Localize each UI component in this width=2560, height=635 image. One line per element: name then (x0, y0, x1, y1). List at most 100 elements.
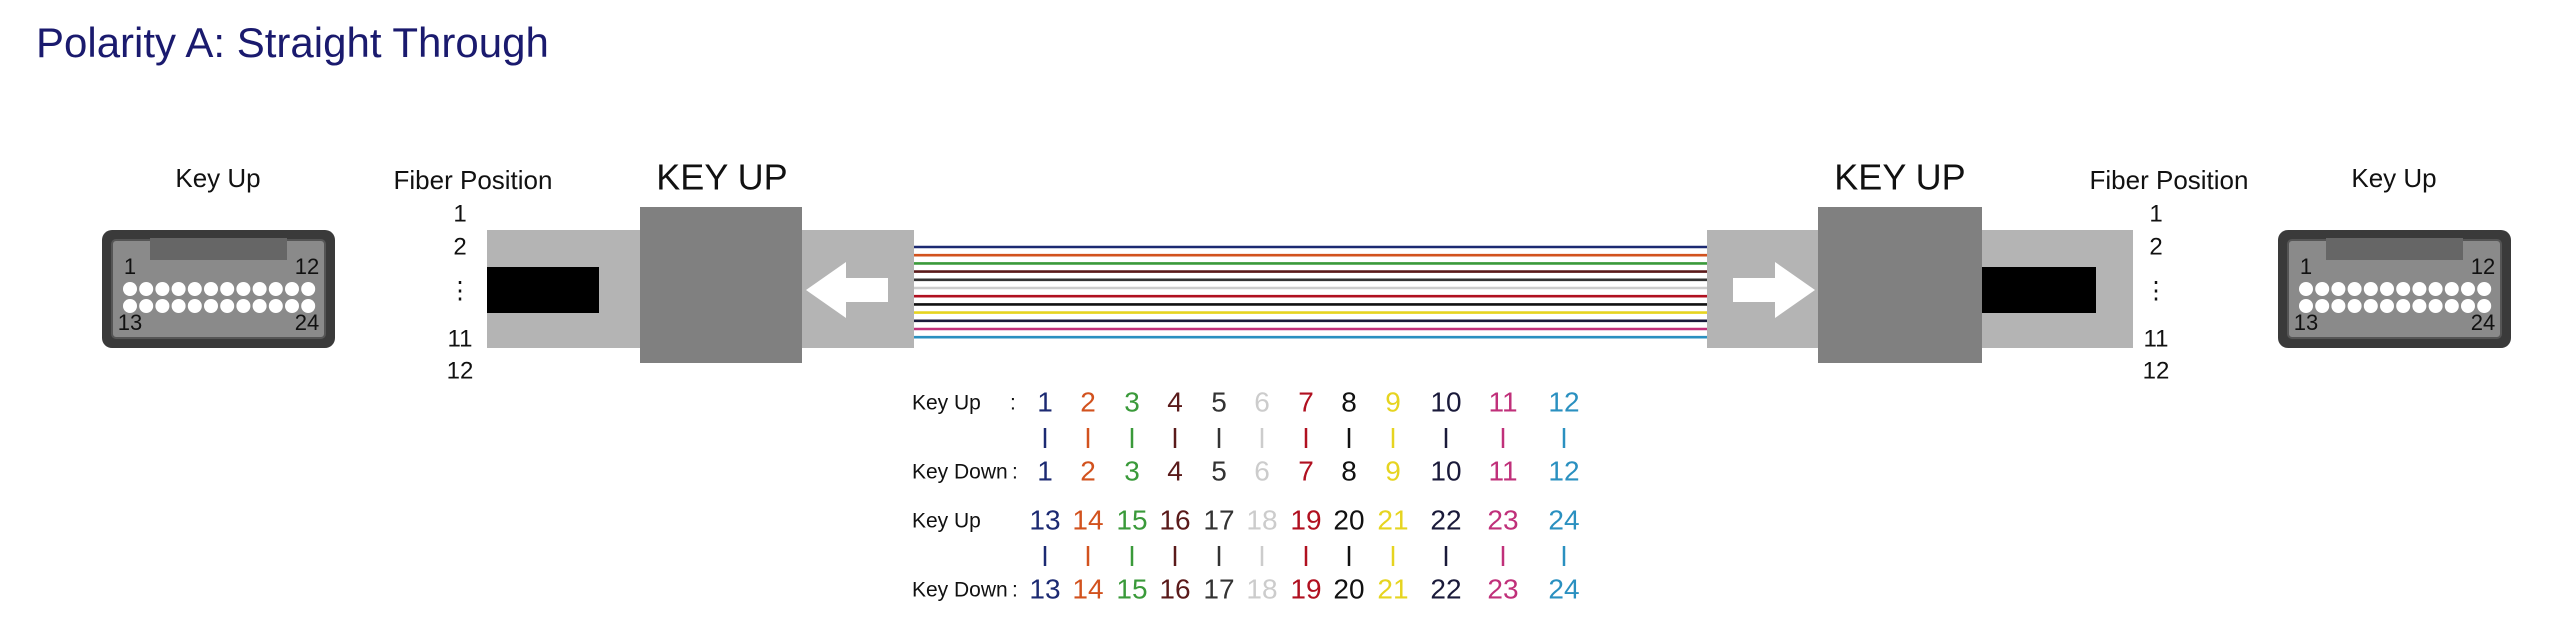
fiber-position-label: Fiber Position (394, 165, 553, 195)
pin (252, 282, 267, 296)
fiber-number: 24 (1548, 573, 1579, 604)
pin (2331, 282, 2346, 296)
pin (2363, 299, 2378, 313)
pin (204, 299, 218, 313)
pin (2412, 282, 2427, 296)
fiber-number: 21 (1377, 504, 1408, 535)
fiber-position: ⋮ (2144, 277, 2168, 304)
pin (2380, 282, 2394, 296)
fiber-number: 14 (1072, 573, 1103, 604)
connector-key (150, 238, 287, 260)
pin (155, 282, 170, 296)
connector-label: Key Up (2351, 163, 2436, 193)
fiber-number: 20 (1333, 573, 1364, 604)
row-separator: : (1012, 461, 1018, 484)
plug-housing (1818, 207, 1982, 363)
fiber-position: 12 (2143, 357, 2170, 384)
pin (204, 282, 218, 296)
fiber-number: 24 (1548, 504, 1579, 535)
fiber-number: 2 (1080, 455, 1096, 486)
pin (2428, 299, 2443, 313)
pin (2444, 282, 2459, 296)
fiber-number: 3 (1124, 455, 1140, 486)
fiber-number: 6 (1254, 455, 1270, 486)
pin (2477, 299, 2492, 313)
pin (2315, 282, 2330, 296)
title: Polarity A: Straight Through (36, 19, 549, 66)
pin (2461, 282, 2475, 296)
fiber-number: 5 (1211, 386, 1227, 417)
fiber-number: 22 (1430, 573, 1461, 604)
fiber-number: 20 (1333, 504, 1364, 535)
fiber-number: 2 (1080, 386, 1096, 417)
pin (236, 299, 251, 313)
pin (2331, 299, 2346, 313)
pin (2396, 299, 2411, 313)
plug-housing (640, 207, 802, 363)
fiber-position: ⋮ (448, 277, 472, 304)
fiber-number: 10 (1430, 455, 1461, 486)
fiber-position: 11 (2144, 325, 2169, 352)
fiber-number: 6 (1254, 386, 1270, 417)
pin (301, 299, 316, 313)
pin (2444, 299, 2459, 313)
pin (236, 282, 251, 296)
fiber-position: 12 (447, 357, 474, 384)
arrow (806, 262, 888, 318)
pin (171, 299, 186, 313)
pin (123, 299, 137, 313)
pin-label: 1 (2300, 254, 2312, 279)
plug-slot (487, 267, 599, 313)
fiber-number: 3 (1124, 386, 1140, 417)
pin (139, 299, 154, 313)
pin (285, 299, 299, 313)
connector-key (2326, 238, 2463, 260)
pin (2347, 299, 2362, 313)
pin-label: 24 (295, 310, 319, 335)
fiber-number: 15 (1116, 573, 1147, 604)
pin-label: 1 (124, 254, 136, 279)
fiber-number: 21 (1377, 573, 1408, 604)
fiber-number: 13 (1029, 573, 1060, 604)
pin-label: 12 (2471, 254, 2495, 279)
fiber-number: 16 (1159, 504, 1190, 535)
row-label: Key Down (912, 579, 1008, 602)
fiber-number: 12 (1548, 386, 1579, 417)
fiber-number: 7 (1298, 455, 1314, 486)
pin (220, 282, 235, 296)
fiber-position-label: Fiber Position (2090, 165, 2249, 195)
fiber-number: 9 (1385, 386, 1401, 417)
key-label: KEY UP (656, 157, 787, 198)
pin (285, 282, 299, 296)
pin (268, 299, 283, 313)
fiber-position: 1 (453, 200, 466, 227)
pin (171, 282, 186, 296)
pin (2396, 282, 2411, 296)
fiber-number: 16 (1159, 573, 1190, 604)
pin (187, 282, 202, 296)
fiber-number: 23 (1487, 573, 1518, 604)
row-label: Key Up (912, 392, 981, 415)
fiber-number: 12 (1548, 455, 1579, 486)
pin (187, 299, 202, 313)
row-label: Key Down (912, 461, 1008, 484)
pin (2477, 282, 2492, 296)
pin (139, 282, 154, 296)
pin (252, 299, 267, 313)
fiber-number: 19 (1290, 573, 1321, 604)
fiber-number: 17 (1203, 504, 1234, 535)
fiber-number: 22 (1430, 504, 1461, 535)
fiber-number: 10 (1430, 386, 1461, 417)
key-label: KEY UP (1834, 157, 1965, 198)
fiber-position: 2 (2149, 233, 2162, 260)
pin-label: 12 (295, 254, 319, 279)
connector-label: Key Up (175, 163, 260, 193)
fiber-number: 8 (1341, 386, 1357, 417)
plug-slot (1982, 267, 2096, 313)
pin-label: 24 (2471, 310, 2495, 335)
row-separator: : (1012, 579, 1018, 602)
fiber-position: 2 (453, 233, 466, 260)
pin (123, 282, 137, 296)
fiber-number: 11 (1488, 455, 1517, 486)
fiber-number: 18 (1246, 573, 1277, 604)
